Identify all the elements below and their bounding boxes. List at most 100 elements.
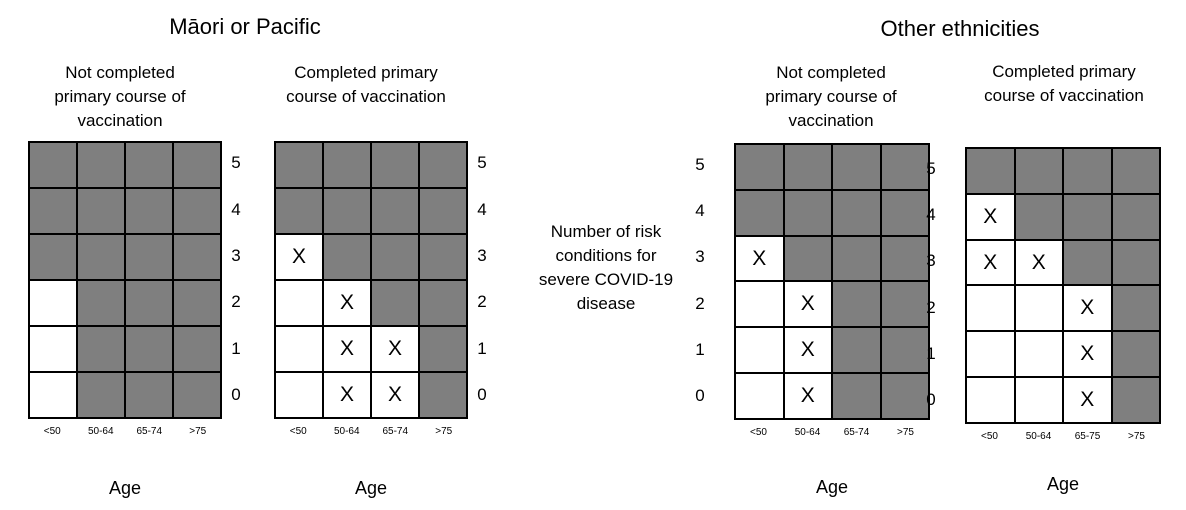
- blank-cell: [276, 373, 324, 419]
- shaded-cell: [784, 236, 833, 283]
- age-axis-title: Age: [1046, 474, 1080, 494]
- shaded-cell: [126, 281, 174, 327]
- shaded-cell: [833, 190, 882, 237]
- blank-cell: [1015, 332, 1064, 379]
- shaded-cell: [881, 190, 930, 237]
- shaded-cell: [420, 373, 468, 419]
- risk-count-label: 1: [477, 338, 487, 358]
- blank-cell: [967, 378, 1016, 424]
- marked-cell: X: [372, 327, 420, 373]
- shaded-cell: [1112, 332, 1161, 379]
- risk-count-label: 1: [695, 339, 705, 359]
- panel-title-other-not-completed: Not completed primary course of vaccinat…: [765, 63, 897, 130]
- shaded-cell: [174, 373, 222, 419]
- panel-title-maori-not-completed: Not completed primary course of vaccinat…: [54, 63, 186, 130]
- age-tick-label: <50: [289, 426, 307, 437]
- marked-cell: X: [784, 374, 833, 420]
- shaded-cell: [833, 282, 882, 329]
- marked-cell: X: [967, 194, 1016, 241]
- blank-cell: [276, 281, 324, 327]
- shaded-cell: [784, 190, 833, 237]
- shaded-cell: [372, 189, 420, 235]
- risk-count-label: 3: [926, 251, 936, 271]
- shaded-cell: [126, 143, 174, 189]
- shaded-cell: [420, 189, 468, 235]
- group-title-other-ethnicities: Other ethnicities: [880, 16, 1040, 41]
- shaded-cell: [372, 281, 420, 327]
- group-title-maori-pacific: Māori or Pacific: [169, 14, 321, 39]
- blank-cell: [30, 281, 78, 327]
- risk-count-label: 1: [231, 338, 241, 358]
- shaded-cell: [126, 373, 174, 419]
- risk-count-label: 5: [695, 155, 705, 175]
- shaded-cell: [30, 235, 78, 281]
- risk-count-label: 5: [477, 153, 487, 173]
- shaded-cell: [833, 236, 882, 283]
- shaded-cell: [881, 374, 930, 420]
- blank-cell: [736, 282, 785, 329]
- shaded-cell: [174, 281, 222, 327]
- blank-cell: [967, 286, 1016, 333]
- age-tick-label: >75: [1128, 431, 1145, 442]
- risk-count-label: 4: [926, 205, 936, 225]
- shaded-cell: [420, 281, 468, 327]
- shaded-cell: [833, 145, 882, 191]
- shaded-cell: [1064, 149, 1113, 195]
- shaded-cell: [78, 373, 126, 419]
- risk-count-label: 0: [695, 385, 705, 405]
- shaded-cell: [1064, 240, 1113, 287]
- age-tick-label: <50: [981, 431, 998, 442]
- shaded-cell: [1112, 286, 1161, 333]
- risk-count-label: 3: [477, 245, 487, 265]
- shaded-cell: [174, 143, 222, 189]
- marked-cell: X: [324, 327, 372, 373]
- blank-cell: [967, 332, 1016, 379]
- marked-cell: X: [1015, 240, 1064, 287]
- shaded-cell: [967, 149, 1016, 195]
- shaded-cell: [174, 189, 222, 235]
- shaded-cell: [881, 328, 930, 375]
- marked-cell: X: [1064, 378, 1113, 424]
- marked-cell: X: [1064, 286, 1113, 333]
- shaded-cell: [372, 143, 420, 189]
- shaded-cell: [324, 143, 372, 189]
- panel-title-other-completed: Completed primary course of vaccination: [984, 62, 1144, 105]
- age-tick-label: 50-64: [1025, 431, 1052, 442]
- age-axis-title: Age: [108, 478, 142, 498]
- age-tick-label: 50-64: [87, 426, 114, 437]
- risk-count-label: 3: [695, 247, 705, 267]
- blank-cell: [30, 327, 78, 373]
- risk-count-label: 2: [477, 292, 487, 312]
- blank-cell: [1015, 286, 1064, 333]
- marked-cell: X: [784, 328, 833, 375]
- shaded-cell: [78, 143, 126, 189]
- age-tick-label: >75: [435, 426, 453, 437]
- shaded-cell: [420, 143, 468, 189]
- shaded-cell: [174, 327, 222, 373]
- shaded-cell: [126, 327, 174, 373]
- shaded-cell: [1064, 194, 1113, 241]
- shaded-cell: [30, 189, 78, 235]
- age-tick-label: <50: [43, 426, 61, 437]
- shaded-cell: [174, 235, 222, 281]
- shaded-cell: [324, 189, 372, 235]
- blank-cell: [276, 327, 324, 373]
- shaded-cell: [833, 374, 882, 420]
- age-axis-title: Age: [354, 478, 388, 498]
- marked-cell: X: [784, 282, 833, 329]
- marked-cell: X: [372, 373, 420, 419]
- marked-cell: X: [324, 281, 372, 327]
- risk-count-label: 0: [231, 384, 241, 404]
- risk-count-label: 1: [926, 343, 936, 363]
- marked-cell: X: [1064, 332, 1113, 379]
- blank-cell: [1015, 378, 1064, 424]
- risk-count-label: 2: [231, 292, 241, 312]
- risk-count-label: 2: [695, 293, 705, 313]
- shaded-cell: [78, 281, 126, 327]
- shaded-cell: [324, 235, 372, 281]
- shaded-cell: [736, 190, 785, 237]
- risk-conditions-label: Number of risk conditions for severe COV…: [538, 222, 674, 313]
